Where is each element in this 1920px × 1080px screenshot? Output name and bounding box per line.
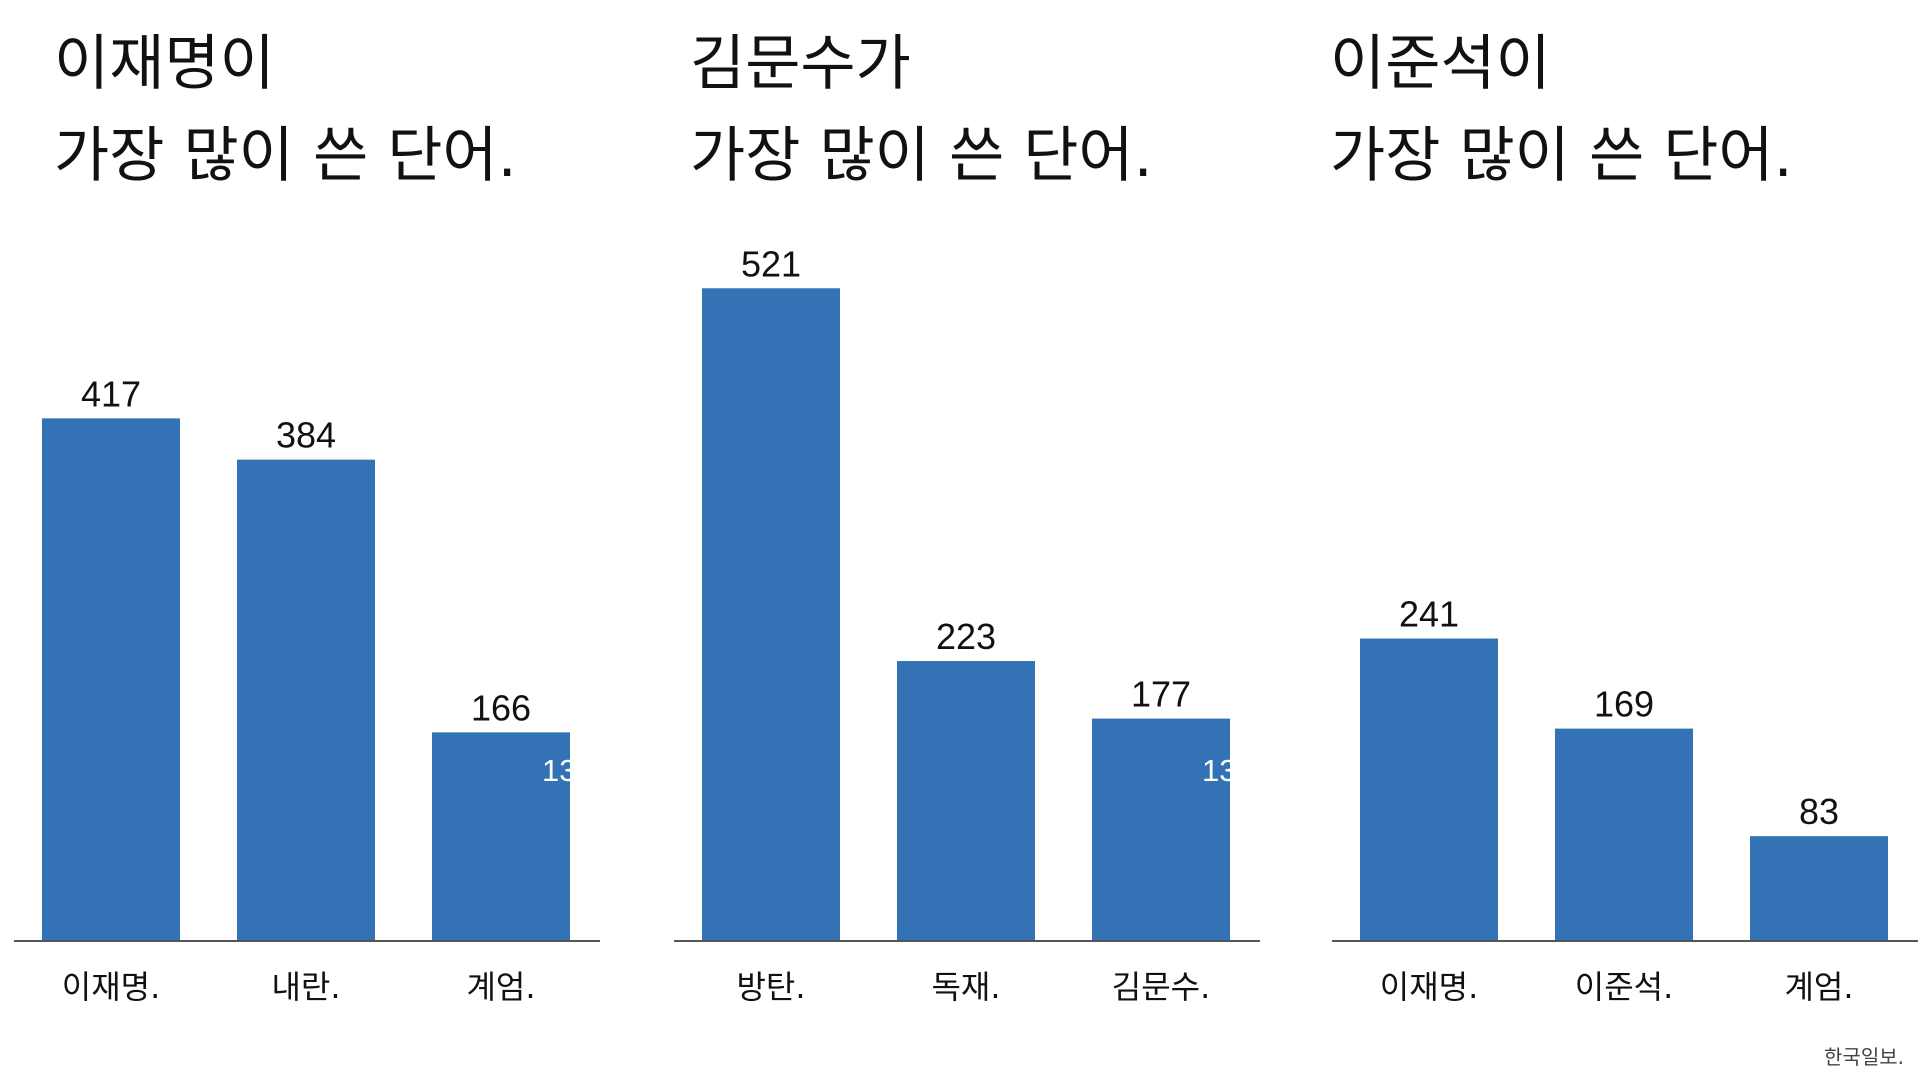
category-label-3-2: 이준석. (1575, 968, 1674, 1006)
category-label-2-1: 방탄. (736, 968, 805, 1006)
source-credit: 한국일보. (1824, 1045, 1904, 1069)
category-label-1-3: 계엄. (466, 968, 535, 1006)
bar-1-2 (237, 459, 375, 940)
chart-title-1-line1: 이재명이 (54, 29, 275, 99)
value-label-3-2: 169 (1594, 684, 1654, 725)
bar-3-1 (1360, 638, 1498, 940)
category-label-2-2: 독재. (931, 968, 1000, 1006)
bar-3-2 (1555, 728, 1693, 940)
bar-2-2 (897, 661, 1035, 940)
bar-2-3 (1092, 718, 1230, 940)
value-label-1-3: 166 (471, 687, 531, 728)
chart-title-1: 이재명이 가장 많이 쓴 단어. (54, 18, 517, 202)
bar-chart-2: 521 방탄. 223 독재. 177 김문수. 13 (674, 243, 1260, 1006)
chart-title-3: 이준석이 가장 많이 쓴 단어. (1330, 18, 1793, 202)
bar-3-3 (1750, 836, 1888, 940)
bar-chart-1: 417 이재명. 384 내란. 166 계엄. 13 (14, 373, 600, 1006)
chart-panel-3: 이준석이 가장 많이 쓴 단어. 241 이재명. 169 이준석. 83 계엄. (1320, 0, 1920, 1080)
chart-panel-2: 김문수가 가장 많이 쓴 단어. 521 방탄. 223 독재. 177 김문수. 13 (660, 0, 1300, 1080)
chart-title-2-line2: 가장 많이 쓴 단어. (690, 121, 1153, 191)
chart-panel-1: 이재명이 가장 많이 쓴 단어. 417 이재명. 384 내란. 166 계엄. 13 (0, 0, 640, 1080)
value-label-1-1: 417 (81, 373, 141, 414)
value-label-2-3: 177 (1131, 674, 1191, 715)
chart-title-2-line1: 김문수가 (690, 29, 911, 99)
value-label-2-1: 521 (741, 243, 801, 284)
category-label-3-1: 이재명. (1380, 968, 1479, 1006)
value-label-3-3: 83 (1799, 791, 1839, 832)
chart-title-3-line2: 가장 많이 쓴 단어. (1330, 121, 1793, 191)
value-label-1-2: 384 (276, 415, 336, 456)
bar-1-1 (42, 418, 180, 940)
bar-chart-3: 241 이재명. 169 이준석. 83 계엄. (1332, 594, 1918, 1006)
bar-2-1 (702, 288, 840, 940)
chart-title-1-line2: 가장 많이 쓴 단어. (54, 121, 517, 191)
chart-title-2: 김문수가 가장 많이 쓴 단어. (690, 18, 1153, 202)
value-label-3-1: 241 (1399, 594, 1459, 635)
category-label-1-1: 이재명. (62, 968, 161, 1006)
bar-1-3 (432, 732, 570, 940)
clipped-label-1: 13 (542, 753, 576, 788)
category-label-3-3: 계엄. (1784, 968, 1853, 1006)
clipped-label-2: 13 (1202, 753, 1236, 788)
category-label-2-3: 김문수. (1112, 968, 1211, 1006)
chart-title-3-line1: 이준석이 (1330, 29, 1551, 99)
category-label-1-2: 내란. (271, 968, 340, 1006)
value-label-2-2: 223 (936, 616, 996, 657)
